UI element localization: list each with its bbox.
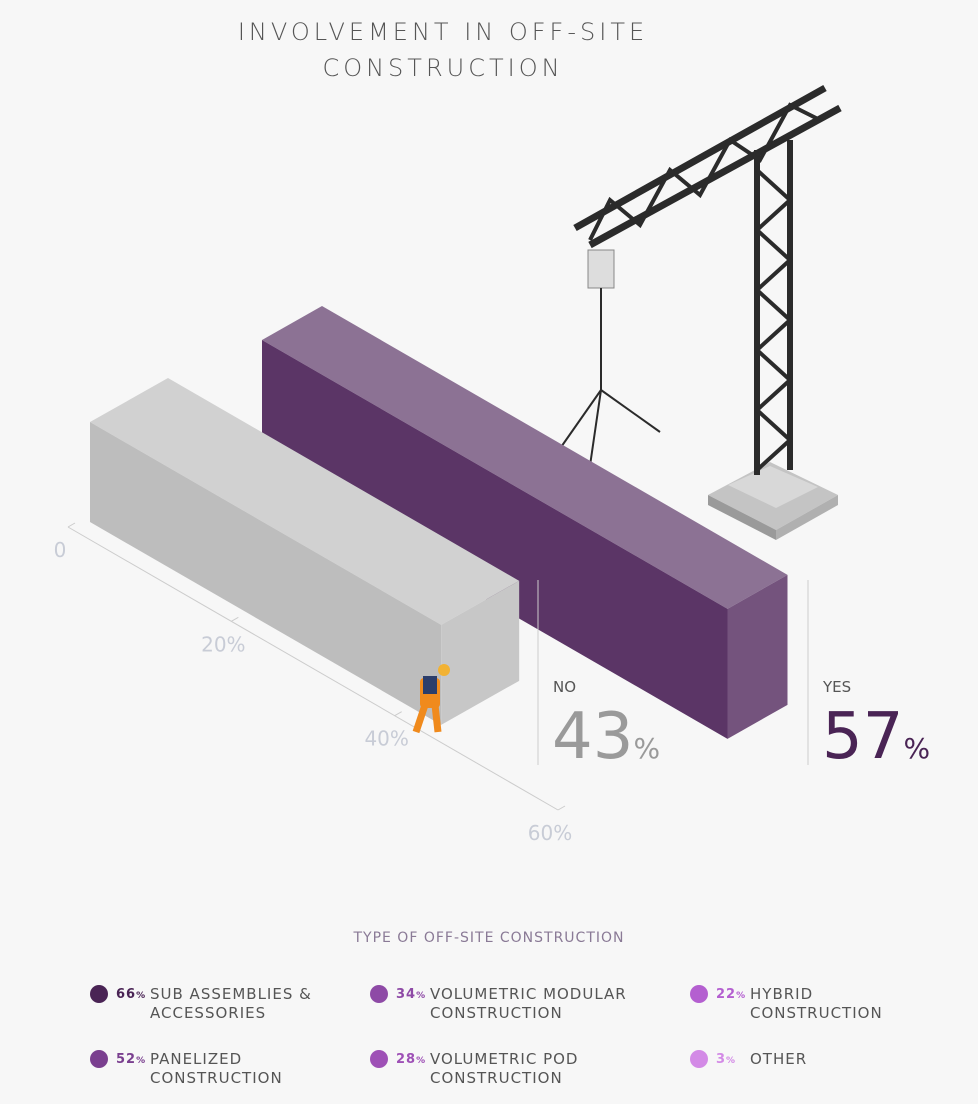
bar <box>262 306 788 739</box>
category-label: YES <box>822 678 851 696</box>
x-tick-label: 60% <box>528 821 572 845</box>
legend-label: PANELIZED CONSTRUCTION <box>150 1050 283 1087</box>
legend-item: 3% OTHER <box>690 1050 910 1071</box>
category-label: NO <box>553 678 576 696</box>
bar <box>90 378 520 725</box>
legend-dot <box>90 1050 108 1068</box>
legend-dot <box>370 985 388 1003</box>
tick-mark <box>67 522 76 528</box>
legend-dot <box>90 985 108 1003</box>
legend-item: 22% HYBRID CONSTRUCTION <box>690 985 910 1023</box>
value-label: 43% <box>552 700 660 774</box>
value-label: 34% <box>396 987 427 1002</box>
crane <box>544 84 842 540</box>
legend-label: SUB ASSEMBLIES & ACCESSORIES <box>150 985 312 1022</box>
value-label: 66% <box>116 987 147 1002</box>
x-tick-label: 0 <box>54 538 67 562</box>
x-tick-label: 20% <box>201 632 245 656</box>
legend-item: 66% SUB ASSEMBLIES & ACCESSORIES <box>90 985 320 1023</box>
bar-top <box>90 378 520 625</box>
legend-item: 28% VOLUMETRIC POD CONSTRUCTION <box>370 1050 660 1088</box>
value-label: 57% <box>822 700 930 774</box>
tick-mark <box>231 616 239 622</box>
legend-label: VOLUMETRIC MODULAR CONSTRUCTION <box>430 985 627 1022</box>
tick-mark <box>394 711 402 717</box>
legend-item: 34% VOLUMETRIC MODULAR CONSTRUCTION <box>370 985 660 1023</box>
bar-side <box>262 340 728 739</box>
value-label: 3% <box>716 1052 737 1067</box>
legend-dot <box>690 985 708 1003</box>
x-tick-label: 40% <box>364 727 408 751</box>
legend-title: TYPE OF OFF-SITE CONSTRUCTION <box>353 930 625 946</box>
chart-title: INVOLVEMENT IN OFF-SITE CONSTRUCTION <box>237 18 649 82</box>
bar-side <box>90 422 442 725</box>
value-label: 22% <box>716 987 747 1002</box>
legend-dot <box>370 1050 388 1068</box>
bar-end <box>441 580 520 725</box>
value-label: 28% <box>396 1052 427 1067</box>
legend-label: VOLUMETRIC POD CONSTRUCTION <box>430 1050 579 1087</box>
worker <box>412 664 450 734</box>
bar-top <box>262 306 788 609</box>
legend-item: 52% PANELIZED CONSTRUCTION <box>90 1050 320 1088</box>
value-label: 52% <box>116 1052 147 1067</box>
legend-label: OTHER <box>750 1050 808 1068</box>
bar-end <box>727 574 788 739</box>
axis-line <box>67 526 559 811</box>
legend-label: HYBRID CONSTRUCTION <box>750 985 883 1022</box>
legend-dot <box>690 1050 708 1068</box>
tick-mark <box>557 805 566 811</box>
